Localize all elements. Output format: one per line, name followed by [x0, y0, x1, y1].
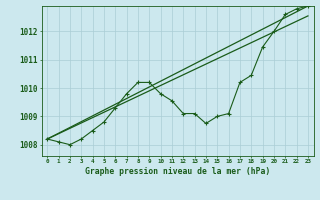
- X-axis label: Graphe pression niveau de la mer (hPa): Graphe pression niveau de la mer (hPa): [85, 167, 270, 176]
